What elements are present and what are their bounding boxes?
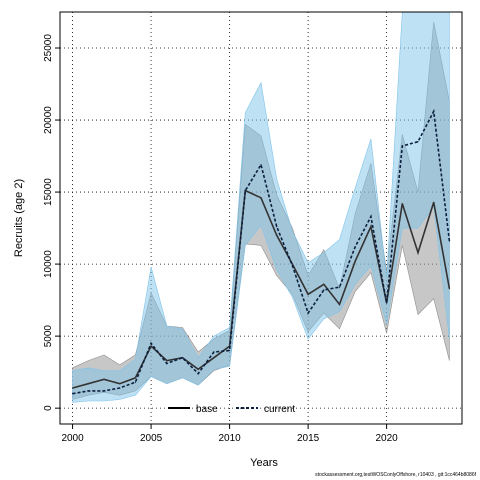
point-current <box>401 145 403 147</box>
point-base <box>103 378 105 380</box>
y-tick-label: 10000 <box>43 250 54 278</box>
point-current <box>72 393 74 395</box>
point-base <box>119 383 121 385</box>
point-base <box>276 234 278 236</box>
plot-frame <box>59 11 463 425</box>
point-current <box>87 390 89 392</box>
confidence-bands <box>72 12 450 403</box>
point-current <box>103 390 105 392</box>
legend-label-base: base <box>196 404 218 415</box>
legend: base current <box>168 404 295 415</box>
point-base <box>72 387 74 389</box>
x-tick-label: 2015 <box>297 433 320 444</box>
point-base <box>260 197 262 199</box>
point-base <box>417 252 419 254</box>
x-tick-label: 2020 <box>376 433 399 444</box>
point-current <box>244 190 246 192</box>
point-base <box>166 360 168 362</box>
y-axis-title: Recruits (age 2) <box>13 179 25 257</box>
point-base <box>401 203 403 205</box>
y-tick-label: 0 <box>43 405 54 411</box>
y-tick-label: 15000 <box>43 178 54 206</box>
point-current <box>448 240 450 242</box>
point-current <box>370 216 372 218</box>
footer-source: stockassessment.org,testWOSConlyOffshore… <box>315 472 476 478</box>
point-current <box>354 246 356 248</box>
point-base <box>338 303 341 305</box>
point-current <box>338 286 341 288</box>
point-current <box>134 381 136 383</box>
point-base <box>150 345 152 347</box>
point-base <box>323 283 325 285</box>
point-base <box>307 293 309 295</box>
x-tick-label: 2010 <box>218 433 241 444</box>
point-current <box>229 349 231 352</box>
point-current <box>166 362 168 365</box>
point-base <box>213 357 215 359</box>
y-tick-label: 20000 <box>43 106 54 134</box>
point-current <box>291 264 293 267</box>
legend-label-current: current <box>264 404 295 415</box>
point-base <box>433 201 435 203</box>
point-current <box>323 289 325 291</box>
point-current <box>119 387 121 389</box>
point-base <box>354 260 356 262</box>
x-axis-title: Years <box>250 457 278 469</box>
point-current <box>276 226 278 228</box>
axis-ticks: 2000 2005 2010 2015 2020 0 5000 10000 15000 20000… <box>43 34 398 444</box>
point-current <box>307 312 309 314</box>
point-current <box>213 351 215 353</box>
point-base <box>134 377 136 379</box>
point-current <box>150 342 152 344</box>
x-tick-label: 2005 <box>140 433 163 444</box>
point-current <box>181 357 184 359</box>
point-base <box>197 368 199 370</box>
x-tick-label: 2000 <box>61 433 84 444</box>
y-tick-label: 5000 <box>43 325 54 348</box>
series-lines <box>72 108 451 395</box>
point-current <box>197 373 199 375</box>
point-current <box>386 302 388 304</box>
point-base <box>370 226 372 228</box>
point-base <box>87 383 89 385</box>
y-tick-label: 25000 <box>43 34 54 62</box>
point-current <box>260 164 262 166</box>
point-current <box>417 141 419 143</box>
point-base <box>291 263 293 265</box>
point-base <box>448 288 450 290</box>
band-current <box>72 12 450 403</box>
point-current <box>433 110 435 112</box>
